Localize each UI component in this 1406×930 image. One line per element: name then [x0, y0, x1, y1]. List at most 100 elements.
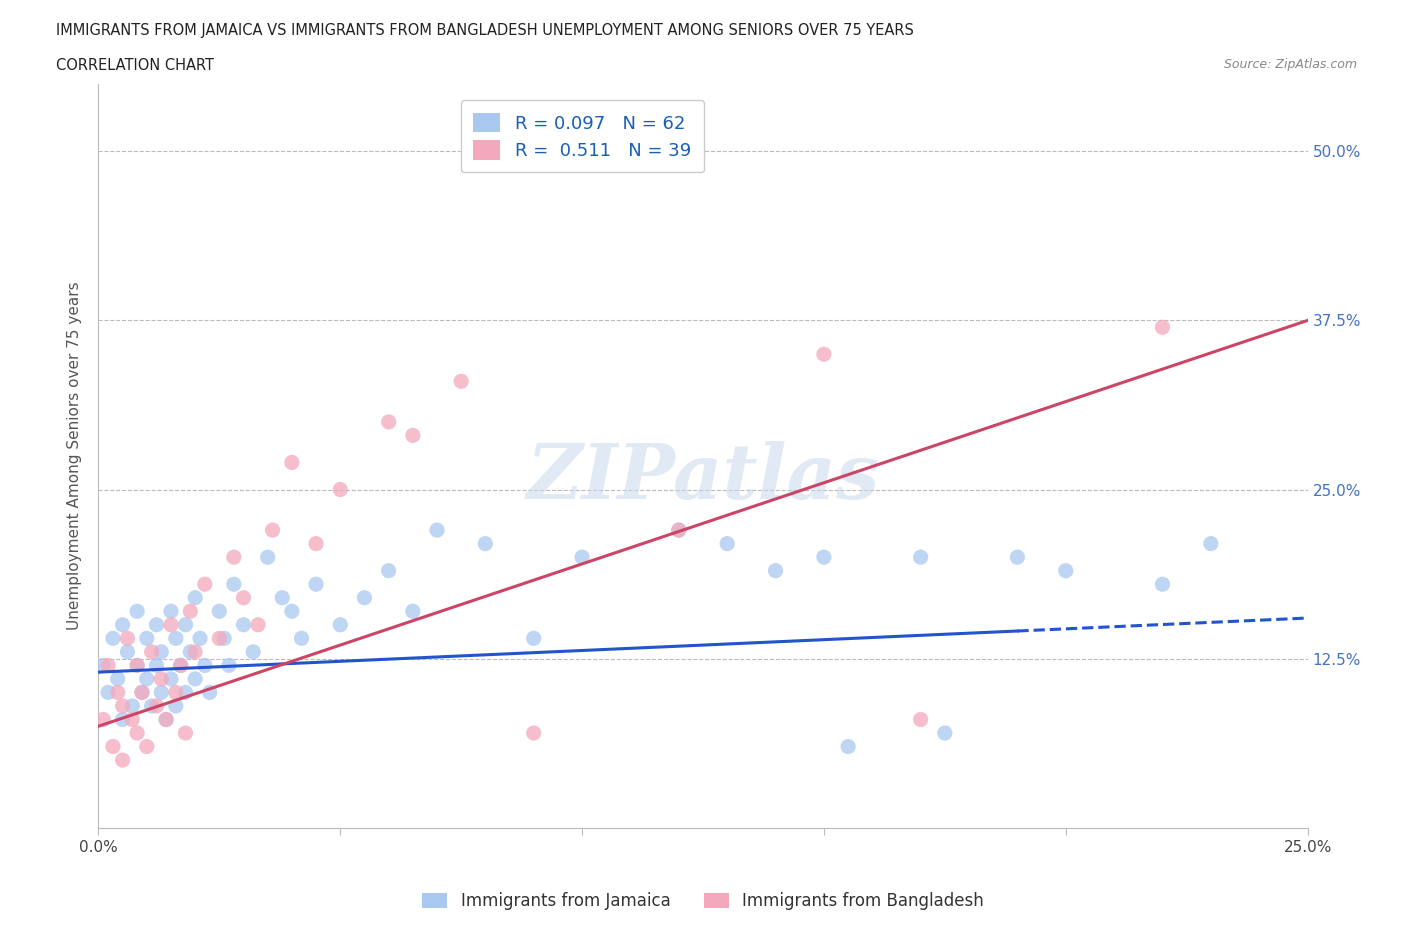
- Point: [194, 577, 217, 591]
- Point: [150, 644, 173, 659]
- Point: [174, 685, 197, 700]
- Point: [910, 550, 932, 565]
- Point: [184, 644, 207, 659]
- Text: Source: ZipAtlas.com: Source: ZipAtlas.com: [1223, 58, 1357, 71]
- Point: [91, 712, 114, 727]
- Point: [305, 537, 328, 551]
- Point: [329, 482, 352, 497]
- Point: [111, 712, 134, 727]
- Point: [145, 658, 167, 672]
- Point: [141, 644, 163, 659]
- Y-axis label: Unemployment Among Seniors over 75 years: Unemployment Among Seniors over 75 years: [67, 282, 83, 630]
- Point: [523, 631, 546, 645]
- Point: [305, 577, 328, 591]
- Point: [208, 604, 231, 618]
- Point: [160, 604, 183, 618]
- Point: [111, 698, 134, 713]
- Point: [165, 698, 187, 713]
- Point: [813, 550, 835, 565]
- Point: [329, 618, 352, 632]
- Point: [222, 550, 245, 565]
- Point: [242, 644, 264, 659]
- Point: [716, 537, 738, 551]
- Point: [668, 523, 690, 538]
- Point: [198, 685, 221, 700]
- Point: [135, 631, 157, 645]
- Point: [179, 604, 201, 618]
- Point: [377, 564, 399, 578]
- Legend: Immigrants from Jamaica, Immigrants from Bangladesh: Immigrants from Jamaica, Immigrants from…: [416, 885, 990, 917]
- Point: [188, 631, 211, 645]
- Point: [232, 591, 254, 605]
- Point: [169, 658, 191, 672]
- Point: [121, 698, 143, 713]
- Point: [668, 523, 690, 538]
- Point: [194, 658, 217, 672]
- Point: [262, 523, 284, 538]
- Point: [765, 564, 787, 578]
- Point: [131, 685, 153, 700]
- Point: [184, 671, 207, 686]
- Point: [247, 618, 270, 632]
- Point: [111, 618, 134, 632]
- Point: [474, 537, 496, 551]
- Point: [117, 631, 139, 645]
- Point: [1007, 550, 1029, 565]
- Point: [402, 604, 425, 618]
- Point: [910, 712, 932, 727]
- Point: [150, 671, 173, 686]
- Point: [426, 523, 449, 538]
- Point: [232, 618, 254, 632]
- Text: CORRELATION CHART: CORRELATION CHART: [56, 58, 214, 73]
- Point: [127, 658, 149, 672]
- Point: [934, 725, 956, 740]
- Point: [184, 591, 207, 605]
- Point: [127, 725, 149, 740]
- Point: [281, 604, 304, 618]
- Point: [121, 712, 143, 727]
- Point: [155, 712, 177, 727]
- Point: [212, 631, 235, 645]
- Point: [271, 591, 294, 605]
- Point: [1152, 320, 1174, 335]
- Point: [1199, 537, 1222, 551]
- Point: [450, 374, 472, 389]
- Point: [135, 671, 157, 686]
- Point: [131, 685, 153, 700]
- Point: [111, 752, 134, 767]
- Point: [101, 631, 124, 645]
- Point: [160, 618, 183, 632]
- Point: [218, 658, 240, 672]
- Point: [1054, 564, 1077, 578]
- Point: [91, 658, 114, 672]
- Point: [813, 347, 835, 362]
- Point: [290, 631, 312, 645]
- Point: [222, 577, 245, 591]
- Point: [256, 550, 278, 565]
- Point: [127, 604, 149, 618]
- Point: [169, 658, 191, 672]
- Point: [97, 658, 120, 672]
- Point: [155, 712, 177, 727]
- Point: [523, 725, 546, 740]
- Point: [135, 739, 157, 754]
- Point: [402, 428, 425, 443]
- Point: [107, 671, 129, 686]
- Text: ZIPatlas: ZIPatlas: [526, 441, 880, 515]
- Point: [174, 725, 197, 740]
- Point: [179, 644, 201, 659]
- Point: [165, 685, 187, 700]
- Point: [353, 591, 375, 605]
- Point: [101, 739, 124, 754]
- Point: [165, 631, 187, 645]
- Point: [281, 455, 304, 470]
- Legend: R = 0.097   N = 62, R =  0.511   N = 39: R = 0.097 N = 62, R = 0.511 N = 39: [461, 100, 703, 172]
- Point: [145, 698, 167, 713]
- Point: [145, 618, 167, 632]
- Point: [127, 658, 149, 672]
- Point: [208, 631, 231, 645]
- Point: [141, 698, 163, 713]
- Point: [174, 618, 197, 632]
- Point: [107, 685, 129, 700]
- Point: [571, 550, 593, 565]
